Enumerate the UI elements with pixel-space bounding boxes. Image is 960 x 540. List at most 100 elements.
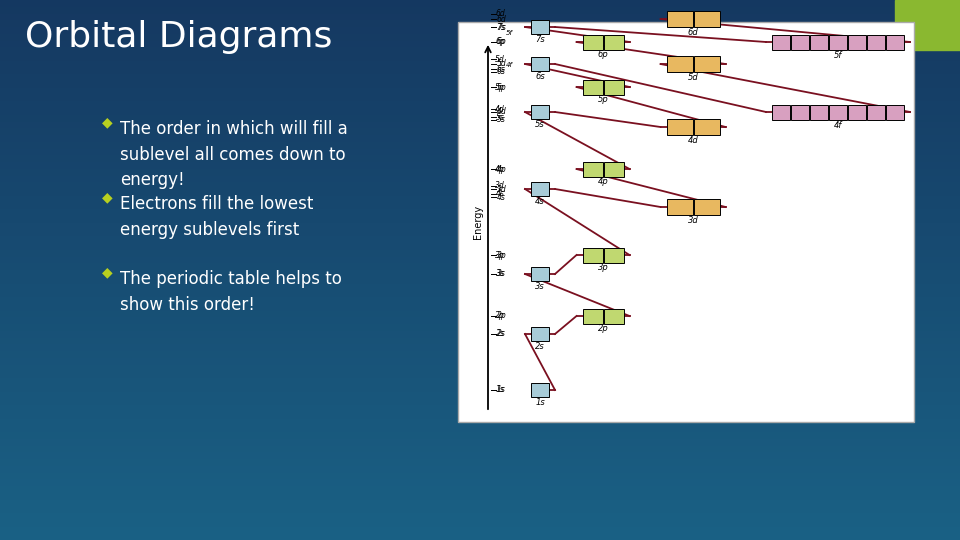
Text: 7s: 7s (535, 35, 545, 44)
Bar (693, 56, 719, 72)
Text: 7s: 7s (497, 23, 506, 31)
Text: 4p: 4p (495, 165, 505, 173)
Bar (666, 56, 692, 72)
Text: 3d: 3d (687, 216, 698, 225)
Text: 2s: 2s (497, 329, 506, 339)
Text: 3s: 3s (497, 269, 506, 279)
Bar (810, 105, 828, 119)
Text: 5s: 5s (496, 112, 505, 122)
Bar (886, 105, 904, 119)
Text: Energy: Energy (473, 205, 483, 239)
Bar (666, 119, 692, 135)
Bar (531, 105, 549, 119)
Text: 3p: 3p (497, 251, 507, 260)
Bar (829, 35, 847, 50)
Text: 1s: 1s (496, 386, 505, 395)
Text: 3p: 3p (598, 263, 609, 272)
Bar (531, 327, 549, 341)
Text: 5s: 5s (535, 120, 545, 129)
Bar (791, 105, 809, 119)
Text: 4f: 4f (506, 62, 513, 68)
Text: 6d: 6d (687, 28, 698, 37)
Text: The order in which will fill a
sublevel all comes down to
energy!: The order in which will fill a sublevel … (120, 120, 348, 190)
Text: 3d: 3d (495, 181, 505, 191)
Text: 5d: 5d (497, 59, 507, 69)
Text: 6p: 6p (495, 37, 505, 46)
Text: 4p: 4p (598, 177, 609, 186)
Bar (604, 247, 623, 262)
Bar (458, 22, 914, 422)
Text: 6d: 6d (495, 10, 505, 18)
Bar (531, 267, 549, 281)
Bar (848, 35, 866, 50)
Bar (531, 182, 549, 196)
Text: 5d: 5d (687, 73, 698, 82)
Bar (848, 105, 866, 119)
Text: 7s: 7s (496, 23, 505, 31)
Text: Orbital Diagrams: Orbital Diagrams (25, 20, 332, 54)
Text: 6p: 6p (598, 50, 609, 59)
Text: 2p: 2p (598, 324, 609, 333)
Text: 4d: 4d (687, 136, 698, 145)
Text: 3d: 3d (497, 185, 507, 193)
Text: 4s: 4s (535, 197, 545, 206)
Text: 6p: 6p (497, 37, 507, 46)
Bar (666, 199, 692, 215)
Bar (531, 20, 549, 34)
Text: 3s: 3s (535, 282, 545, 291)
Text: 5d: 5d (495, 55, 505, 64)
Bar (693, 119, 719, 135)
Bar (583, 247, 603, 262)
Bar (693, 11, 719, 27)
Text: 4f: 4f (834, 121, 842, 130)
Bar (583, 35, 603, 50)
Text: The periodic table helps to
show this order!: The periodic table helps to show this or… (120, 270, 342, 314)
Bar (886, 35, 904, 50)
Text: 2s: 2s (496, 329, 505, 339)
Text: 6s: 6s (496, 64, 505, 73)
Text: 6d: 6d (497, 15, 507, 24)
Text: Electrons fill the lowest
energy sublevels first: Electrons fill the lowest energy subleve… (120, 195, 313, 239)
Bar (583, 79, 603, 94)
Text: 4s: 4s (497, 192, 506, 201)
Bar (666, 11, 692, 27)
Text: 6s: 6s (497, 68, 506, 77)
Bar (895, 0, 960, 50)
Text: 5f: 5f (506, 30, 513, 36)
Text: ◆: ◆ (102, 115, 112, 129)
Text: ◆: ◆ (102, 190, 112, 204)
Bar (604, 308, 623, 323)
Text: 5p: 5p (598, 95, 609, 104)
Bar (829, 105, 847, 119)
Text: 3s: 3s (496, 269, 505, 279)
Text: 5f: 5f (834, 51, 842, 60)
Bar (867, 35, 885, 50)
Text: 1s: 1s (497, 386, 506, 395)
Text: 2s: 2s (535, 342, 545, 351)
Text: 4d: 4d (495, 105, 505, 113)
Text: 5p: 5p (495, 83, 505, 91)
Bar (810, 35, 828, 50)
Text: 3p: 3p (495, 251, 505, 260)
Text: 2p: 2p (495, 312, 505, 321)
Text: 1s: 1s (535, 398, 545, 407)
Text: 5s: 5s (497, 116, 506, 125)
Bar (604, 161, 623, 177)
Text: 4s: 4s (496, 190, 505, 199)
Bar (583, 161, 603, 177)
Bar (604, 79, 623, 94)
Text: 4d: 4d (497, 107, 507, 117)
Bar (604, 35, 623, 50)
Bar (531, 57, 549, 71)
Bar (867, 105, 885, 119)
Bar (531, 383, 549, 397)
Bar (772, 35, 790, 50)
Text: 5p: 5p (497, 83, 507, 91)
Text: ◆: ◆ (102, 265, 112, 279)
Text: 6s: 6s (535, 72, 545, 81)
Bar (772, 105, 790, 119)
Bar (791, 35, 809, 50)
Bar (693, 199, 719, 215)
Text: 4p: 4p (497, 165, 507, 173)
Text: 2p: 2p (497, 312, 507, 321)
